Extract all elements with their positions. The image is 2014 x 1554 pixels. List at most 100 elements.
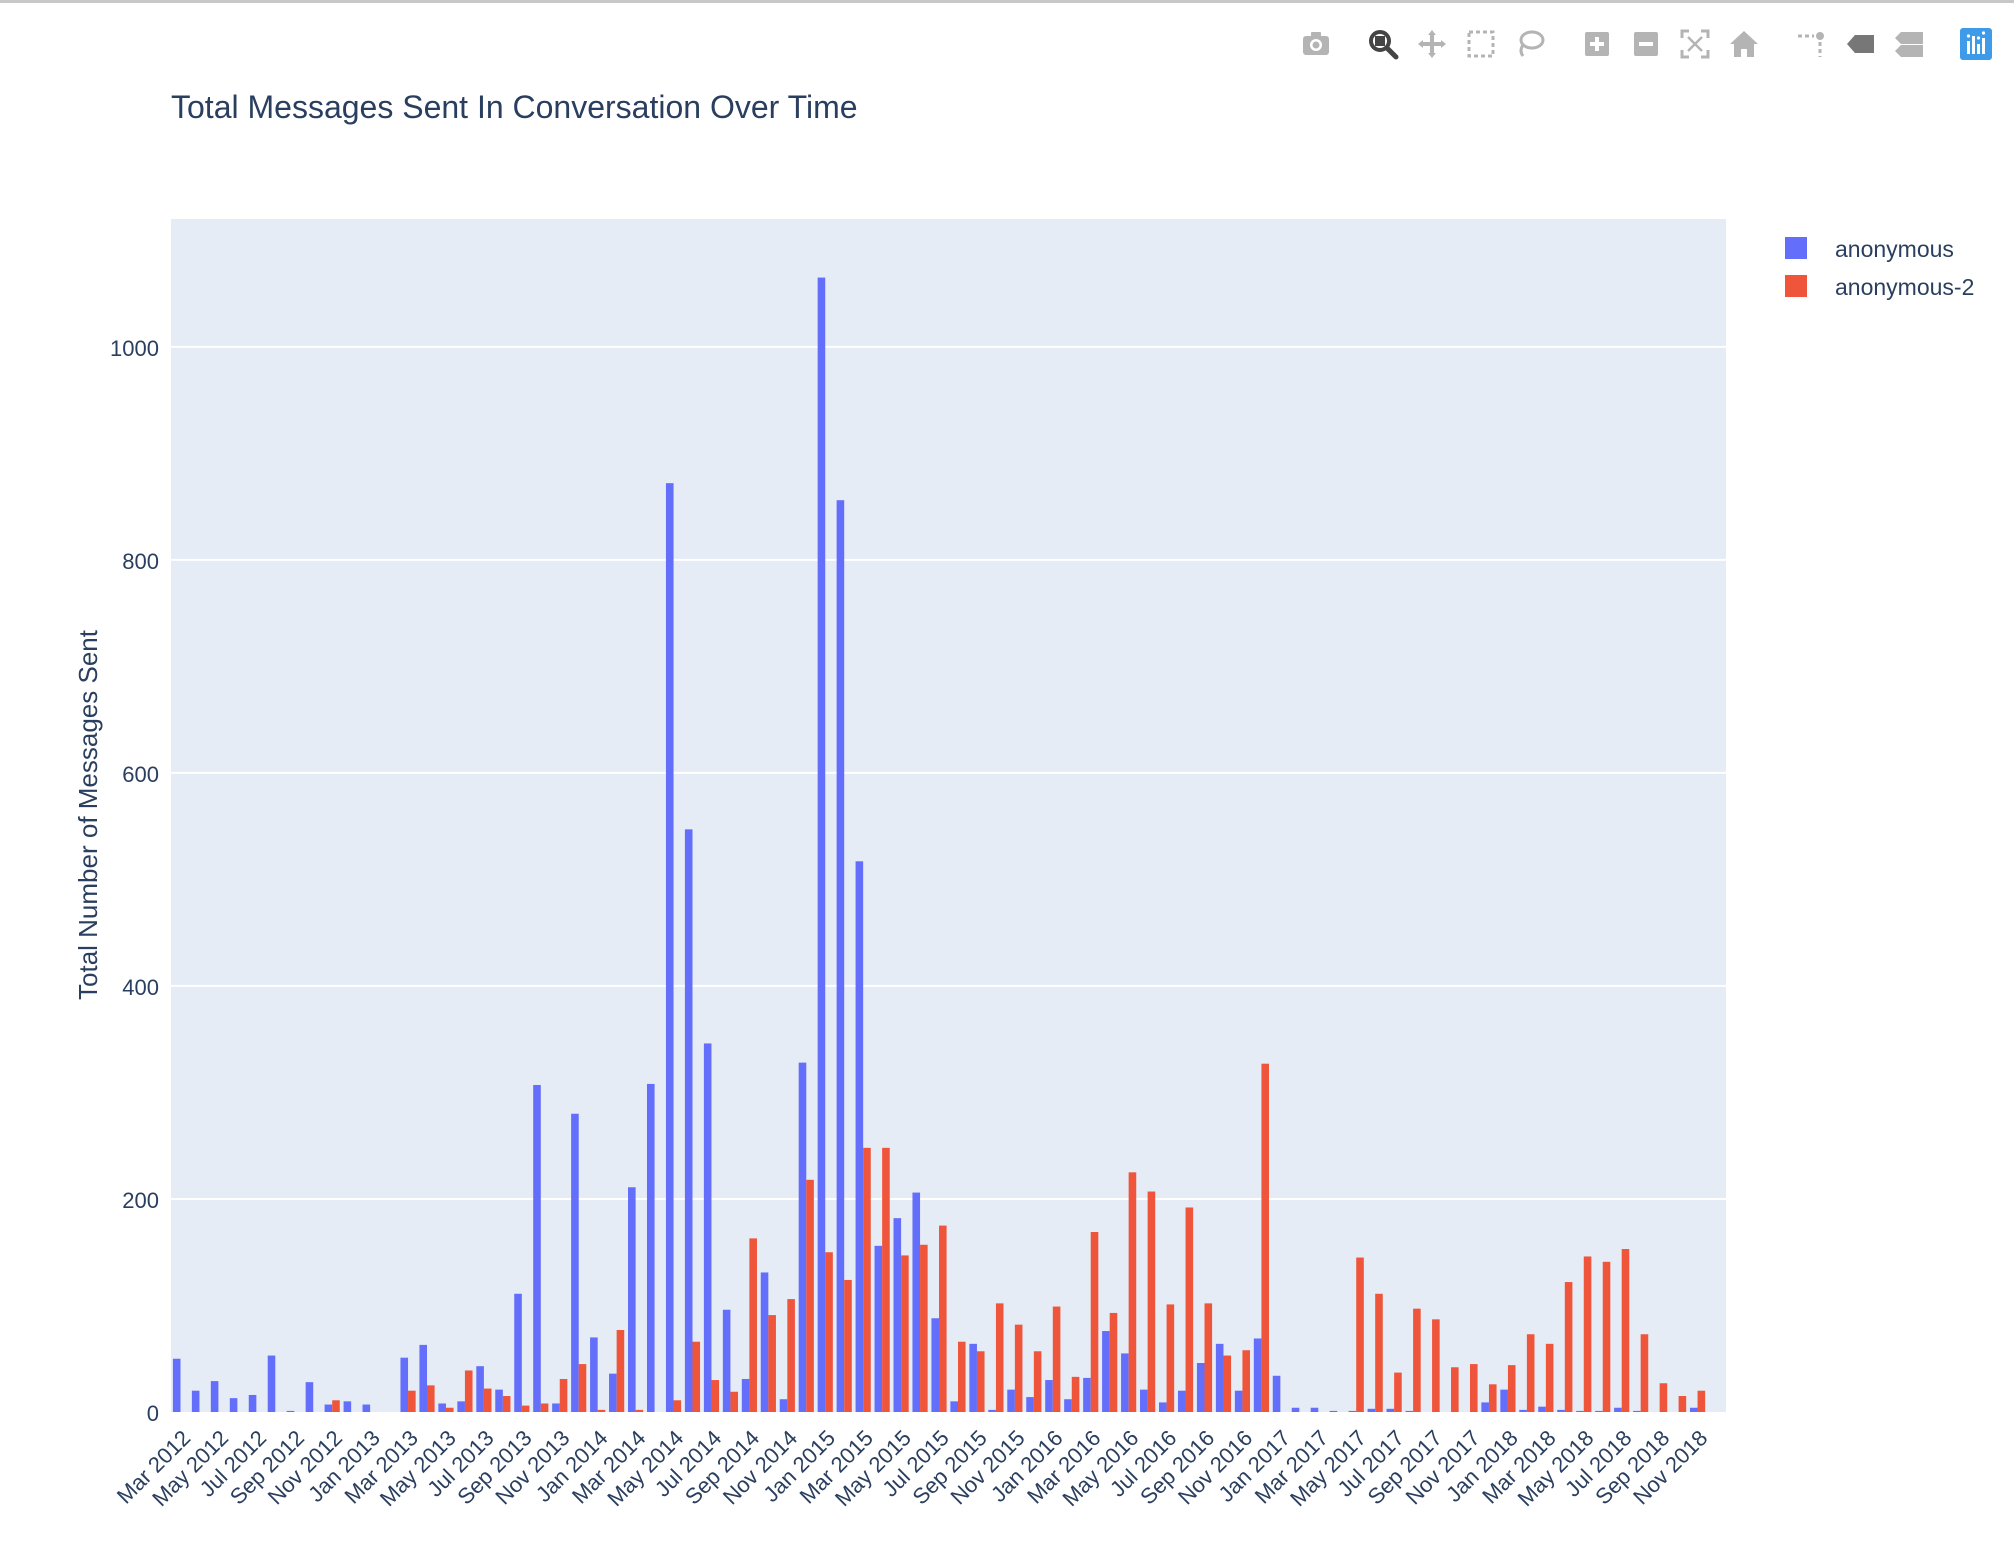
bar-anonymous-2-mar-2018[interactable]	[1545, 1343, 1554, 1412]
hover-closest-button[interactable]	[1840, 24, 1880, 64]
bar-anonymous-2-jun-2015[interactable]	[920, 1244, 928, 1412]
bar-anonymous-2-jul-2015[interactable]	[939, 1225, 947, 1412]
bar-anonymous-2-apr-2018[interactable]	[1564, 1282, 1573, 1412]
lasso-select-button[interactable]	[1510, 24, 1550, 64]
bar-anonymous-sep-2014[interactable]	[741, 1378, 750, 1412]
bar-anonymous-jun-2017[interactable]	[1367, 1408, 1376, 1412]
bar-anonymous-2-sep-2017[interactable]	[1432, 1319, 1440, 1412]
bar-anonymous-2-nov-2012[interactable]	[332, 1400, 340, 1412]
bar-anonymous-2-nov-2016[interactable]	[1242, 1350, 1251, 1412]
bar-anonymous-jan-2015[interactable]	[817, 277, 826, 1413]
bar-anonymous-may-2017[interactable]	[1348, 1410, 1357, 1412]
bar-anonymous-nov-2018[interactable]	[1689, 1407, 1698, 1412]
bar-anonymous-2-may-2014[interactable]	[673, 1400, 682, 1412]
bar-anonymous-2-may-2016[interactable]	[1128, 1172, 1137, 1412]
bar-anonymous-jan-2016[interactable]	[1045, 1380, 1053, 1412]
bar-anonymous-2-sep-2016[interactable]	[1204, 1303, 1213, 1412]
bar-anonymous-apr-2013[interactable]	[419, 1344, 428, 1412]
hover-compare-button[interactable]	[1889, 24, 1929, 64]
legend-swatch[interactable]	[1785, 237, 1807, 259]
spike-lines-button[interactable]	[1791, 24, 1831, 64]
bar-anonymous-2-jul-2017[interactable]	[1394, 1372, 1402, 1412]
bar-anonymous-2-nov-2014[interactable]	[787, 1299, 795, 1412]
bar-anonymous-2-may-2013[interactable]	[445, 1407, 454, 1412]
bar-anonymous-2-aug-2018[interactable]	[1640, 1334, 1649, 1412]
zoom-button[interactable]	[1363, 24, 1403, 64]
box-select-button[interactable]	[1461, 24, 1501, 64]
bar-anonymous-oct-2014[interactable]	[760, 1272, 769, 1412]
bar-anonymous-feb-2018[interactable]	[1519, 1409, 1527, 1412]
bar-anonymous-2-may-2015[interactable]	[901, 1255, 909, 1412]
bar-anonymous-2-aug-2014[interactable]	[730, 1391, 739, 1412]
bar-anonymous-2-jun-2013[interactable]	[464, 1370, 473, 1412]
bar-anonymous-2-jan-2015[interactable]	[825, 1252, 833, 1412]
bar-anonymous-2-nov-2015[interactable]	[1014, 1324, 1023, 1412]
bar-anonymous-2-mar-2016[interactable]	[1090, 1231, 1099, 1412]
bar-anonymous-2-jun-2017[interactable]	[1375, 1293, 1383, 1412]
bar-anonymous-2-dec-2015[interactable]	[1033, 1351, 1042, 1412]
bar-anonymous-2-jul-2014[interactable]	[711, 1380, 720, 1412]
bar-anonymous-may-2012[interactable]	[210, 1381, 219, 1412]
legend-swatch[interactable]	[1785, 275, 1807, 297]
bar-anonymous-apr-2012[interactable]	[191, 1390, 200, 1412]
bar-anonymous-jun-2013[interactable]	[457, 1401, 465, 1412]
bar-anonymous-dec-2017[interactable]	[1481, 1402, 1489, 1412]
pan-button[interactable]	[1412, 24, 1452, 64]
bar-anonymous-2-apr-2016[interactable]	[1109, 1312, 1118, 1412]
bar-anonymous-feb-2015[interactable]	[836, 500, 845, 1413]
bar-anonymous-jan-2017[interactable]	[1272, 1375, 1281, 1412]
bar-anonymous-mar-2013[interactable]	[400, 1357, 409, 1412]
bar-anonymous-2-aug-2016[interactable]	[1185, 1207, 1194, 1412]
bar-anonymous-2-oct-2015[interactable]	[995, 1303, 1004, 1412]
bar-anonymous-2-apr-2013[interactable]	[427, 1385, 435, 1412]
bar-anonymous-sep-2012[interactable]	[286, 1410, 295, 1412]
bar-anonymous-2-jul-2016[interactable]	[1166, 1304, 1175, 1412]
bar-anonymous-2-jan-2014[interactable]	[597, 1409, 606, 1412]
bar-anonymous-mar-2018[interactable]	[1538, 1406, 1546, 1412]
autoscale-button[interactable]	[1675, 24, 1715, 64]
bar-anonymous-sep-2016[interactable]	[1196, 1363, 1205, 1412]
bar-anonymous-sep-2015[interactable]	[969, 1343, 977, 1412]
bar-anonymous-dec-2016[interactable]	[1253, 1338, 1262, 1413]
bar-anonymous-2-aug-2017[interactable]	[1413, 1308, 1421, 1412]
bar-anonymous-nov-2013[interactable]	[552, 1403, 560, 1412]
bar-anonymous-jun-2016[interactable]	[1140, 1389, 1148, 1412]
bar-anonymous-nov-2014[interactable]	[779, 1399, 788, 1412]
bar-anonymous-oct-2013[interactable]	[533, 1084, 541, 1412]
bar-anonymous-dec-2012[interactable]	[343, 1401, 352, 1412]
bar-anonymous-oct-2012[interactable]	[305, 1382, 314, 1412]
bar-anonymous-2-sep-2018[interactable]	[1659, 1383, 1668, 1412]
bar-anonymous-mar-2012[interactable]	[172, 1358, 181, 1412]
bar-anonymous-oct-2015[interactable]	[988, 1409, 996, 1412]
bar-anonymous-2-jun-2018[interactable]	[1602, 1261, 1611, 1412]
bar-anonymous-apr-2016[interactable]	[1102, 1331, 1110, 1412]
bar-anonymous-jul-2016[interactable]	[1158, 1402, 1167, 1412]
bar-anonymous-2-nov-2013[interactable]	[559, 1378, 568, 1412]
bar-anonymous-aug-2018[interactable]	[1633, 1410, 1641, 1412]
bar-anonymous-2-jul-2013[interactable]	[483, 1388, 492, 1412]
bar-anonymous-jan-2018[interactable]	[1500, 1389, 1508, 1412]
bar-anonymous-apr-2018[interactable]	[1557, 1409, 1565, 1412]
bar-anonymous-mar-2014[interactable]	[628, 1187, 636, 1412]
bar-anonymous-2-jun-2016[interactable]	[1147, 1191, 1156, 1412]
camera-button[interactable]	[1296, 24, 1336, 64]
zoom-in-button[interactable]	[1577, 24, 1617, 64]
bar-anonymous-2-feb-2014[interactable]	[616, 1329, 625, 1412]
bar-anonymous-mar-2017[interactable]	[1310, 1407, 1319, 1412]
bar-anonymous-jul-2015[interactable]	[931, 1318, 940, 1412]
bar-anonymous-apr-2014[interactable]	[646, 1083, 655, 1412]
bar-anonymous-2-dec-2016[interactable]	[1261, 1063, 1269, 1412]
bar-anonymous-jul-2018[interactable]	[1614, 1407, 1622, 1412]
bar-anonymous-apr-2015[interactable]	[874, 1245, 883, 1412]
bar-anonymous-2-jan-2016[interactable]	[1052, 1306, 1061, 1412]
bar-anonymous-jul-2013[interactable]	[476, 1366, 484, 1412]
bar-anonymous-2-jun-2014[interactable]	[692, 1341, 701, 1412]
bar-anonymous-2-apr-2015[interactable]	[882, 1147, 890, 1412]
bar-anonymous-feb-2017[interactable]	[1291, 1407, 1300, 1412]
bar-anonymous-jul-2012[interactable]	[248, 1394, 257, 1412]
bar-anonymous-2-aug-2015[interactable]	[957, 1341, 966, 1412]
legend-label[interactable]: anonymous-2	[1835, 274, 1974, 300]
bar-anonymous-jan-2013[interactable]	[362, 1404, 371, 1412]
bar-anonymous-2-dec-2014[interactable]	[806, 1179, 814, 1412]
bar-anonymous-2-mar-2014[interactable]	[635, 1409, 644, 1412]
